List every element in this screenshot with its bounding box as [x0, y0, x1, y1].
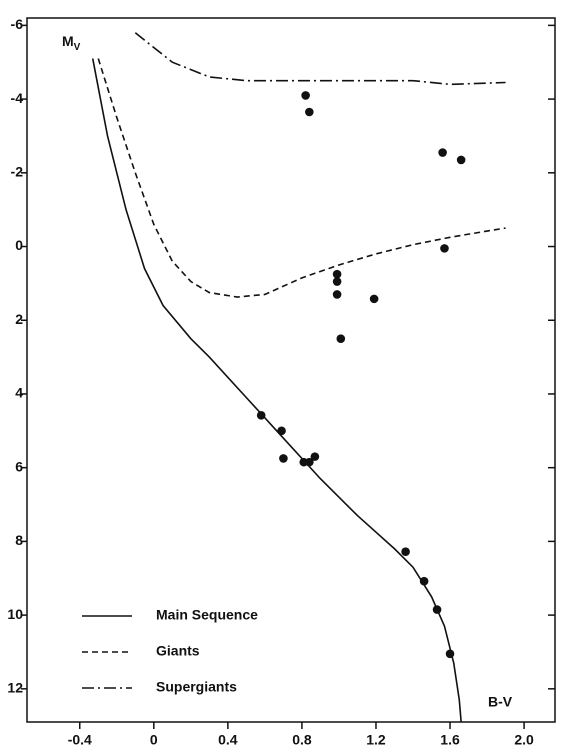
y-tick-label: -6	[11, 16, 24, 32]
star-point	[332, 290, 342, 299]
star-point	[301, 91, 310, 100]
legend-label: Supergiants	[156, 679, 237, 695]
y-tick-label: 2	[15, 311, 23, 327]
star-point	[440, 244, 449, 253]
star-point	[432, 605, 442, 614]
star-point	[332, 269, 342, 279]
y-axis-label-sub: V	[74, 42, 81, 53]
y-tick-label: 0	[15, 237, 23, 253]
star-point	[332, 277, 342, 286]
star-point	[336, 334, 346, 343]
y-tick-label: -4	[11, 90, 24, 106]
star-point	[401, 547, 410, 557]
x-tick-label: 0	[150, 732, 158, 748]
y-tick-label: 4	[15, 385, 23, 401]
star-point	[419, 576, 429, 586]
y-tick-label: 6	[15, 458, 23, 474]
y-tick-label: 8	[15, 532, 23, 548]
y-tick-label: 10	[7, 606, 23, 622]
star-point	[456, 155, 466, 165]
legend-label: Main Sequence	[156, 607, 258, 623]
x-tick-label: 0.8	[292, 732, 312, 748]
x-tick-label: -0.4	[68, 732, 92, 748]
star-point	[445, 649, 455, 659]
star-point	[310, 452, 320, 461]
x-tick-label: 1.2	[366, 732, 386, 748]
x-tick-label: 2.0	[514, 732, 534, 748]
plot-frame	[26, 17, 556, 723]
y-tick-label: -2	[11, 164, 24, 180]
star-point	[279, 454, 288, 463]
y-axis-label: MV	[62, 33, 81, 53]
x-tick-label: 1.6	[440, 732, 460, 748]
legend-label: Giants	[156, 643, 200, 659]
star-point	[305, 457, 314, 467]
y-tick-label: 12	[7, 680, 23, 696]
star-point	[277, 426, 286, 436]
star-point	[256, 411, 266, 420]
y-axis-label-main: M	[62, 33, 74, 49]
x-axis-label: B-V	[488, 694, 513, 710]
line-series	[134, 32, 506, 86]
x-tick-label: 0.4	[218, 732, 238, 748]
star-point	[369, 294, 379, 304]
star-point	[438, 148, 447, 157]
line-series	[91, 58, 462, 723]
star-point	[305, 107, 314, 117]
